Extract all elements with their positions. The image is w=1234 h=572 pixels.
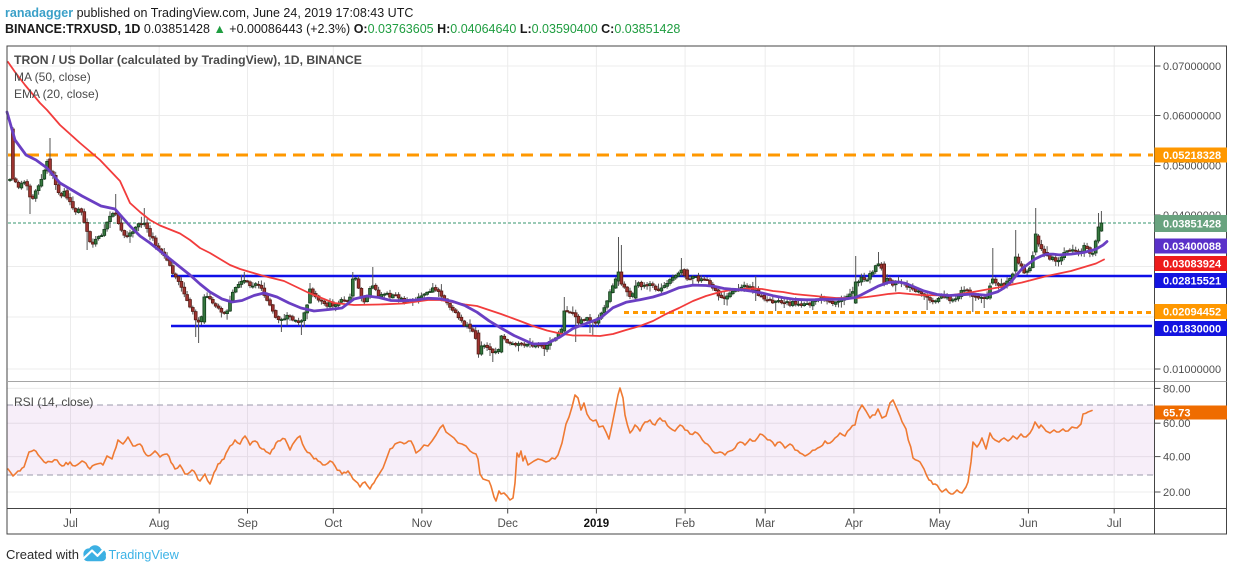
svg-text:80.00: 80.00 <box>1163 383 1191 395</box>
svg-text:Oct: Oct <box>324 518 343 530</box>
svg-text:0.03400088: 0.03400088 <box>1163 241 1221 253</box>
svg-text:Sep: Sep <box>237 518 257 530</box>
svg-text:ranadagger published on Tradin: ranadagger published on TradingView.com,… <box>5 6 413 20</box>
svg-text:40.00: 40.00 <box>1163 452 1191 464</box>
svg-text:Mar: Mar <box>755 518 775 530</box>
svg-text:BINANCE:TRXUSD, 1D 0.03851428: BINANCE:TRXUSD, 1D 0.03851428 ▲ +0.00086… <box>5 22 680 36</box>
svg-text:0.05218328: 0.05218328 <box>1163 150 1221 162</box>
svg-text:EMA (20, close): EMA (20, close) <box>14 87 99 101</box>
svg-text:0.03851428: 0.03851428 <box>1163 219 1221 231</box>
svg-text:0.02094452: 0.02094452 <box>1163 307 1221 319</box>
svg-text:RSI (14, close): RSI (14, close) <box>14 395 93 409</box>
svg-text:20.00: 20.00 <box>1163 487 1191 499</box>
svg-text:Apr: Apr <box>845 518 863 530</box>
svg-text:Created with: Created with <box>6 547 79 562</box>
svg-text:TRON / US Dollar (calculated b: TRON / US Dollar (calculated by TradingV… <box>14 53 362 67</box>
svg-text:Nov: Nov <box>412 518 433 530</box>
svg-text:0.01830000: 0.01830000 <box>1163 324 1221 336</box>
svg-text:Aug: Aug <box>149 518 169 530</box>
svg-text:0.07000000: 0.07000000 <box>1163 61 1221 73</box>
svg-text:65.73: 65.73 <box>1163 408 1191 420</box>
svg-text:Jun: Jun <box>1019 518 1038 530</box>
svg-text:MA (50, close): MA (50, close) <box>14 70 91 84</box>
svg-text:2019: 2019 <box>584 518 610 530</box>
svg-text:TradingView: TradingView <box>109 547 180 562</box>
svg-text:May: May <box>929 518 951 530</box>
svg-text:Feb: Feb <box>675 518 695 530</box>
svg-text:0.06000000: 0.06000000 <box>1163 111 1221 123</box>
svg-text:0.02815521: 0.02815521 <box>1163 276 1221 288</box>
svg-text:Jul: Jul <box>1107 518 1122 530</box>
svg-text:Jul: Jul <box>63 518 78 530</box>
svg-text:0.05000000: 0.05000000 <box>1163 161 1221 173</box>
svg-text:0.03083924: 0.03083924 <box>1163 259 1222 271</box>
svg-text:0.01000000: 0.01000000 <box>1163 364 1221 376</box>
svg-text:Dec: Dec <box>497 518 518 530</box>
svg-text:60.00: 60.00 <box>1163 418 1191 430</box>
